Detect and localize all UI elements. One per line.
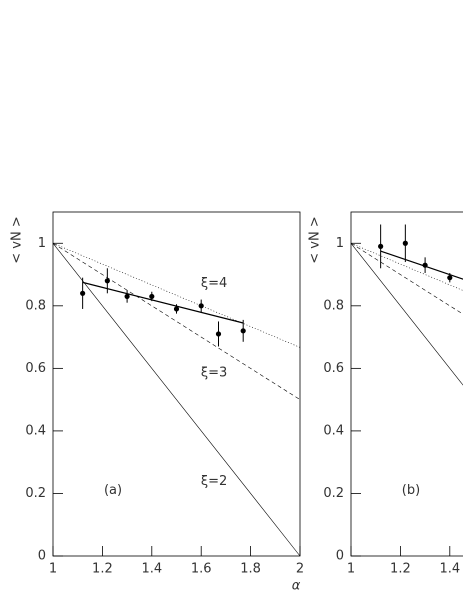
line-label: ξ=4 <box>201 276 227 291</box>
y-tick-label: 0.6 <box>323 361 344 376</box>
data-point <box>80 290 86 296</box>
line-label: ξ=2 <box>201 474 227 489</box>
data-point <box>104 278 110 284</box>
x-tick-label: 1.6 <box>191 562 212 577</box>
y-tick-label: 0.4 <box>25 423 46 438</box>
x-tick-label: 1.8 <box>240 562 261 577</box>
y-tick-label: 0 <box>38 549 46 564</box>
y-tick-label: 0.2 <box>25 486 46 501</box>
x-axis-label: α <box>292 579 301 594</box>
y-tick-label: 0 <box>336 549 344 564</box>
x-tick-label: 1.2 <box>390 562 411 577</box>
y-tick-label: 0.2 <box>323 486 344 501</box>
line-label: ξ=3 <box>201 365 227 380</box>
data-point <box>240 328 246 334</box>
y-axis-label: < vN > <box>308 216 323 263</box>
x-tick-label: 2 <box>296 562 304 577</box>
data-point <box>173 306 180 312</box>
x-tick-label: 1 <box>347 562 355 577</box>
panel: 0 0.2 0.4 0.6 0.8 1 1 1.2 1.4 1.6 1.8 2 < vN > α (a) ξ=… <box>10 211 304 594</box>
y-tick-label: 0.8 <box>323 298 344 313</box>
line <box>82 281 244 324</box>
line <box>52 243 301 400</box>
data-point <box>198 303 204 309</box>
data-point <box>378 243 384 249</box>
data-point <box>215 331 222 337</box>
line <box>52 243 301 557</box>
line <box>350 242 463 291</box>
data-point <box>447 275 453 281</box>
y-tick-label: 0.6 <box>25 361 46 376</box>
data-point <box>149 293 155 300</box>
line <box>52 242 301 348</box>
panel-label: (b) <box>402 483 420 498</box>
y-tick-label: 0.8 <box>25 298 46 313</box>
data-point <box>402 240 408 246</box>
x-tick-label: 1.4 <box>439 562 460 577</box>
line <box>350 243 463 386</box>
data-point <box>124 293 130 300</box>
plot-frame <box>350 211 463 557</box>
y-tick-label: 1 <box>38 236 46 251</box>
x-tick-label: 1.2 <box>92 562 113 577</box>
plot-frame <box>52 211 301 557</box>
y-tick-label: 1 <box>336 236 344 251</box>
panel: 0 0.2 0.4 0.6 0.8 1 1 1.2 1.4 < vN > (b) <box>308 211 463 577</box>
x-tick-label: 1.4 <box>141 562 162 577</box>
line <box>380 250 463 280</box>
panel-label: (a) <box>104 483 122 498</box>
y-axis-label: < vN > <box>10 216 25 263</box>
x-tick-label: 1 <box>49 562 57 577</box>
y-tick-label: 0.4 <box>323 423 344 438</box>
